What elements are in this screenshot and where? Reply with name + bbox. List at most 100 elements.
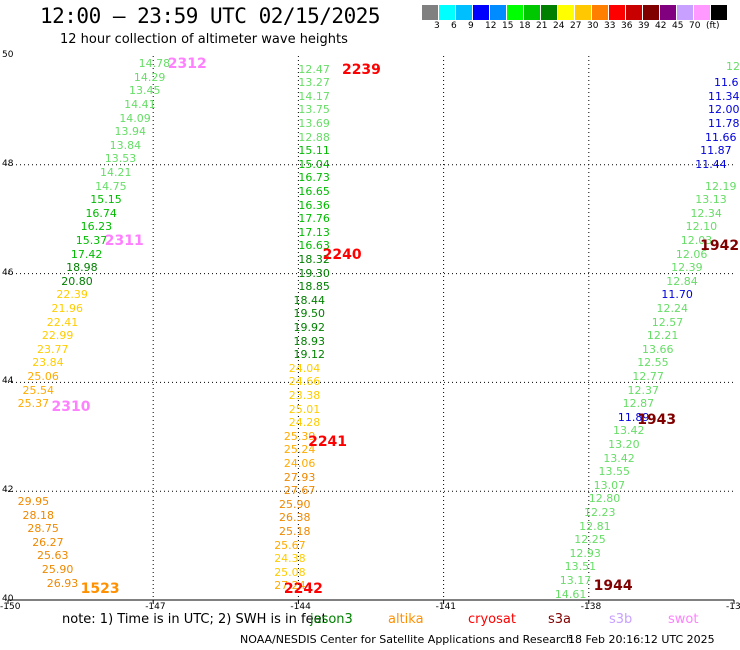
wave-height-value: 27.93: [283, 470, 316, 484]
wave-height-value: 16.73: [298, 171, 330, 185]
wave-height-value: 18.32: [298, 253, 330, 266]
wave-height-value: 11.66: [704, 130, 737, 144]
wave-height-value: 18.93: [293, 334, 326, 348]
wave-height-value: 14.21: [99, 165, 132, 179]
wave-height-value: 16.74: [85, 206, 117, 220]
wave-height-value: 17.76: [298, 212, 330, 226]
wave-height-value: 18.44: [293, 293, 326, 307]
wave-height-value: 29.95: [17, 495, 50, 509]
wave-height-value: 25.90: [279, 497, 311, 511]
wave-height-value: 22.41: [46, 315, 79, 329]
colorbar-swatch: [592, 5, 609, 20]
wave-height-value: 24.04: [288, 361, 321, 375]
latitude-tick-label: 46: [2, 267, 14, 278]
wave-height-value: 19.30: [298, 266, 330, 280]
wave-height-value: 18.98: [66, 261, 98, 275]
wave-height-value: 11.78: [708, 117, 740, 130]
wave-height-value: 27.67: [283, 484, 316, 498]
pass-time-label: 1523: [80, 581, 120, 598]
wave-height-value: 24.66: [288, 375, 321, 389]
wave-height-value: 28.75: [27, 522, 59, 536]
wave-height-value: 14.41: [124, 97, 156, 111]
colorbar-tick-label: 24: [553, 21, 565, 31]
wave-height-value: 18.85: [298, 280, 330, 294]
colorbar-tick-label: 6: [451, 21, 457, 31]
wave-height-value: 15.15: [90, 193, 122, 207]
longitude-tick-label: -135: [726, 602, 740, 612]
wave-height-value: 12.77: [632, 369, 664, 383]
latitude-tick-label: 48: [2, 158, 14, 169]
wave-height-value: 13.45: [129, 84, 161, 98]
satellite-legend-entry: s3a: [548, 612, 572, 627]
colorbar-swatch: [439, 5, 456, 20]
colorbar-swatch: [643, 5, 660, 20]
wave-height-value: 25.67: [274, 538, 306, 552]
wave-height-value: 15.37: [75, 233, 108, 247]
colorbar-tick-label: 45: [672, 21, 684, 31]
wave-height-value: 12.19: [704, 179, 737, 193]
latitude-tick-label: 40: [2, 594, 14, 604]
colorbar-swatch: [490, 5, 507, 20]
wave-height-value: 13.84: [109, 138, 142, 152]
pass-time-label: 2311: [104, 232, 144, 249]
wave-height-value: 11.44: [695, 157, 727, 171]
colorbar-tick-label: 42: [655, 21, 667, 31]
wave-height-value: 22.99: [41, 329, 74, 343]
wave-height-value: 17.42: [70, 247, 103, 261]
wave-height-value: 11.34: [708, 89, 740, 103]
wave-height-value: 13.69: [298, 117, 330, 130]
pass-time-label: 1942: [700, 238, 740, 255]
wave-height-value: 26.38: [279, 511, 311, 525]
wave-height-value: 24.06: [283, 457, 316, 470]
wave-height-value: 13.51: [564, 560, 597, 574]
wave-height-value: 12.34: [690, 206, 722, 220]
wave-height-value: 23.77: [37, 342, 69, 356]
wave-height-value: 12.03: [680, 233, 713, 247]
wave-height-value: 12.80: [588, 492, 621, 506]
colorbar-tick-label: 36: [621, 21, 633, 31]
pass-time-label: 2312: [167, 56, 207, 73]
wave-height-value: 13.42: [613, 424, 645, 438]
satellite-legend-entry: swot: [668, 612, 699, 627]
wave-height-value: 12.57: [651, 315, 684, 329]
wave-height-value: 19.92: [293, 321, 326, 334]
wave-height-value: 12.88: [298, 130, 330, 144]
wave-height-value: 13.75: [298, 103, 330, 117]
wave-height-value: 12.24: [656, 301, 689, 315]
wave-height-value: 14.61: [554, 587, 587, 601]
wave-height-value: 11.70: [661, 288, 693, 302]
wave-height-value: 14.09: [119, 111, 151, 125]
wave-height-value: 26.27: [32, 535, 64, 549]
wave-height-value: 25.08: [274, 565, 306, 579]
wave-height-value: 11.6: [714, 76, 739, 90]
wave-height-value: 12.23: [583, 505, 616, 519]
wave-height-value: 12.39: [671, 261, 703, 275]
wave-height-value: 16.23: [80, 220, 113, 234]
wave-height-value: 13.13: [695, 193, 727, 207]
colorbar-tick-label: 27: [570, 21, 582, 31]
wave-height-value: 13.66: [642, 342, 674, 356]
wave-height-value: 13.27: [298, 76, 330, 90]
pass-time-label: 2240: [322, 246, 362, 263]
wave-height-value: 12.21: [646, 329, 679, 343]
wave-height-value: 16.65: [298, 185, 330, 198]
wave-height-value: 28.18: [22, 508, 55, 522]
pass-time-label: 2241: [308, 434, 348, 451]
satellite-legend-entry: s3b: [609, 612, 633, 627]
colorbar-swatch: [524, 5, 541, 20]
colorbar-swatch: [711, 5, 728, 20]
wave-height-value: 13.55: [598, 465, 630, 479]
pass-time-label: 1944: [593, 578, 633, 595]
wave-height-value: 11.87: [700, 144, 732, 158]
wave-height-value: 12.87: [622, 397, 655, 411]
wave-height-value: 12.47: [298, 62, 330, 76]
pass-time-label: 1943: [637, 412, 677, 429]
wave-height-value: 25.06: [27, 369, 59, 383]
wave-height-value: 12.55: [637, 356, 669, 370]
map-subtitle: 12 hour collection of altimeter wave hei…: [60, 32, 348, 47]
colorbar-tick-label: 3: [434, 21, 440, 31]
wave-height-value: 25.90: [41, 563, 74, 577]
longitude-tick-label: -144: [290, 602, 311, 612]
wave-height-value: 25.18: [279, 525, 311, 538]
colorbar-swatch: [558, 5, 575, 20]
